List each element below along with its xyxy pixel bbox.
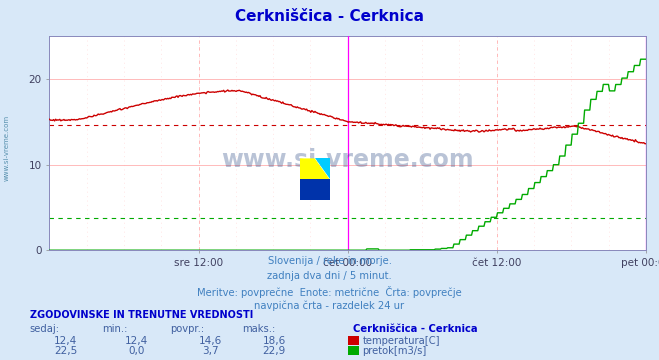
Text: navpična črta - razdelek 24 ur: navpična črta - razdelek 24 ur <box>254 301 405 311</box>
Text: 12,4: 12,4 <box>54 336 78 346</box>
Text: 3,7: 3,7 <box>202 346 219 356</box>
Text: Cerkniščica - Cerknica: Cerkniščica - Cerknica <box>235 9 424 24</box>
Text: ZGODOVINSKE IN TRENUTNE VREDNOSTI: ZGODOVINSKE IN TRENUTNE VREDNOSTI <box>30 310 253 320</box>
Text: temperatura[C]: temperatura[C] <box>362 336 440 346</box>
Text: Cerkniščica - Cerknica: Cerkniščica - Cerknica <box>353 324 477 334</box>
Polygon shape <box>300 179 330 200</box>
Text: pretok[m3/s]: pretok[m3/s] <box>362 346 426 356</box>
Text: Slovenija / reke in morje.: Slovenija / reke in morje. <box>268 256 391 266</box>
Text: www.si-vreme.com: www.si-vreme.com <box>3 114 10 181</box>
Text: 14,6: 14,6 <box>199 336 223 346</box>
Text: 12,4: 12,4 <box>125 336 148 346</box>
Text: sedaj:: sedaj: <box>30 324 60 334</box>
Text: www.si-vreme.com: www.si-vreme.com <box>221 148 474 172</box>
Text: min.:: min.: <box>102 324 128 334</box>
Polygon shape <box>300 158 330 179</box>
Text: povpr.:: povpr.: <box>170 324 204 334</box>
Text: 0,0: 0,0 <box>129 346 144 356</box>
Text: Meritve: povprečne  Enote: metrične  Črta: povprečje: Meritve: povprečne Enote: metrične Črta:… <box>197 286 462 298</box>
Text: zadnja dva dni / 5 minut.: zadnja dva dni / 5 minut. <box>267 271 392 281</box>
Text: 18,6: 18,6 <box>262 336 286 346</box>
Polygon shape <box>315 158 330 179</box>
Text: 22,5: 22,5 <box>54 346 78 356</box>
Text: 22,9: 22,9 <box>262 346 286 356</box>
Text: maks.:: maks.: <box>243 324 275 334</box>
